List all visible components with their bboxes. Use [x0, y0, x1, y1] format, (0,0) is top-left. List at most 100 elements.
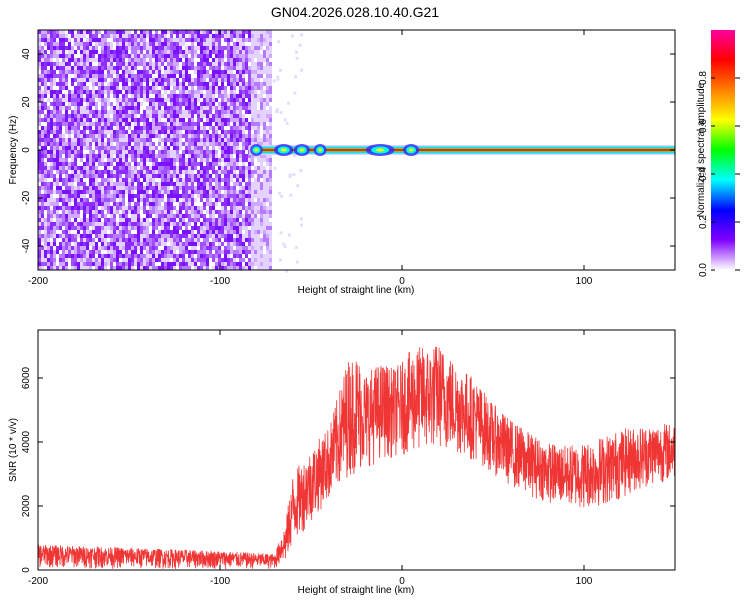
- spectrogram-cell: [191, 78, 194, 82]
- spectrogram-cell: [224, 146, 227, 150]
- spectrogram-cell: [74, 62, 77, 66]
- spectrogram-cell: [152, 226, 155, 230]
- spectrogram-cell: [233, 202, 236, 206]
- spectrogram-cell: [65, 214, 68, 218]
- spectrogram-cell: [254, 102, 257, 106]
- spectrogram-cell: [50, 86, 53, 90]
- spectrogram-cell: [38, 214, 41, 218]
- spectrogram-cell: [146, 246, 149, 250]
- spectrogram-cell: [248, 142, 251, 146]
- spectrogram-cell: [188, 78, 191, 82]
- spectrogram-cell: [107, 126, 110, 130]
- spectrogram-cell: [146, 42, 149, 46]
- spectrogram-cell: [107, 178, 110, 182]
- spectrogram-cell: [125, 46, 128, 50]
- spectrogram-cell: [269, 250, 272, 254]
- spectrogram-cell: [104, 190, 107, 194]
- spectrogram-cell: [41, 62, 44, 66]
- spectrogram-cell: [257, 118, 260, 122]
- spectrogram-cell: [86, 198, 89, 202]
- spectrogram-cell: [128, 110, 131, 114]
- spectrogram-cell: [161, 110, 164, 114]
- spectrogram-cell: [294, 246, 298, 249]
- spectrogram-cell: [224, 98, 227, 102]
- spectrogram-cell: [152, 46, 155, 50]
- spectrogram-cell: [215, 202, 218, 206]
- spectrogram-cell: [68, 134, 71, 138]
- spectrogram-cell: [215, 154, 218, 158]
- spectrogram-cell: [116, 250, 119, 254]
- spectrogram-cell: [83, 130, 86, 134]
- spectrogram-cell: [248, 78, 251, 82]
- spectrogram-cell: [98, 74, 101, 78]
- spectrogram-cell: [218, 250, 221, 254]
- spectrogram-cell: [251, 38, 254, 42]
- spectrogram-cell: [116, 234, 119, 238]
- spectrogram-cell: [179, 126, 182, 130]
- spectrogram-cell: [77, 258, 80, 262]
- spectrogram-cell: [227, 58, 230, 62]
- spectrogram-cell: [80, 250, 83, 254]
- spectrogram-cell: [134, 226, 137, 230]
- spectrogram-cell: [47, 90, 50, 94]
- spectrogram-cell: [41, 162, 44, 166]
- spectrogram-cell: [83, 106, 86, 110]
- spectrogram-cell: [107, 30, 110, 34]
- spectrogram-cell: [188, 142, 191, 146]
- spectrogram-cell: [68, 250, 71, 254]
- spectrogram-cell: [245, 230, 248, 234]
- spectrogram-cell: [125, 74, 128, 78]
- spectrogram-cell: [131, 250, 134, 254]
- spectrogram-cell: [257, 166, 260, 170]
- spectrogram-cell: [83, 154, 86, 158]
- spectrogram-cell: [158, 234, 161, 238]
- spectrogram-cell: [254, 30, 257, 34]
- spectrogram-cell: [194, 218, 197, 222]
- spectrogram-cell: [56, 178, 59, 182]
- spectrogram-cell: [134, 98, 137, 102]
- spectrogram-cell: [227, 142, 230, 146]
- spectrogram-cell: [161, 50, 164, 54]
- spectrogram-cell: [224, 206, 227, 210]
- spectrogram-cell: [233, 242, 236, 246]
- spectrogram-cell: [176, 238, 179, 242]
- spectrogram-cell: [218, 142, 221, 146]
- spectrogram-cell: [137, 174, 140, 178]
- spectrogram-cell: [134, 54, 137, 58]
- spectrogram-cell: [47, 142, 50, 146]
- spectrogram-cell: [65, 98, 68, 102]
- spectrogram-cell: [161, 174, 164, 178]
- spectrogram-cell: [170, 94, 173, 98]
- spectrogram-cell: [212, 158, 215, 162]
- spectrogram-cell: [98, 82, 101, 86]
- spectrogram-cell: [83, 58, 86, 62]
- spectrogram-cell: [74, 150, 77, 154]
- spectrogram-cell: [182, 66, 185, 70]
- spectrogram-cell: [248, 198, 251, 202]
- spectrogram-cell: [212, 170, 215, 174]
- spectrogram-cell: [155, 210, 158, 214]
- spectrogram-cell: [173, 130, 176, 134]
- spectrogram-cell: [119, 230, 122, 234]
- spectrogram-cell: [242, 190, 245, 194]
- spectrogram-cell: [215, 250, 218, 254]
- spectrogram-cell: [38, 94, 41, 98]
- spectrogram-cell: [125, 262, 128, 266]
- spectrogram-cell: [62, 178, 65, 182]
- spectrogram-cell: [230, 222, 233, 226]
- spectrogram-cell: [170, 182, 173, 186]
- y-tick-label: 2000: [21, 494, 32, 517]
- spectrogram-cell: [155, 162, 158, 166]
- spectrogram-cell: [89, 42, 92, 46]
- spectrogram-cell: [131, 258, 134, 262]
- spectrogram-cell: [146, 90, 149, 94]
- spectrogram-cell: [164, 158, 167, 162]
- spectrogram-cell: [167, 238, 170, 242]
- colorbar: 0.00.20.40.60.8 Normalized spectral ampl…: [696, 30, 740, 277]
- spectrogram-cell: [292, 173, 296, 176]
- spectrogram-cell: [119, 78, 122, 82]
- spectrogram-cell: [53, 38, 56, 42]
- spectrogram-cell: [68, 70, 71, 74]
- spectrogram-cell: [128, 38, 131, 42]
- spectrogram-cell: [158, 42, 161, 46]
